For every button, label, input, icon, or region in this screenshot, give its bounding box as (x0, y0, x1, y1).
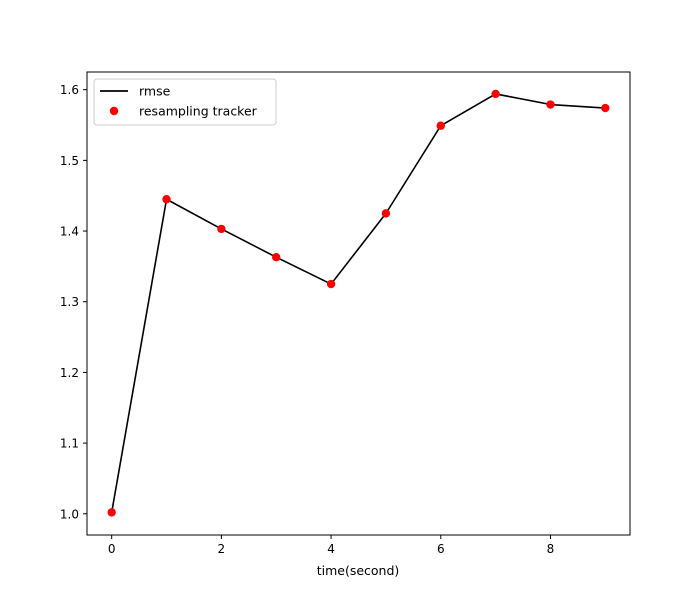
data-point (162, 195, 171, 204)
x-tick-label: 2 (218, 542, 226, 556)
data-point (217, 224, 226, 234)
data-point (546, 100, 555, 109)
x-tick-label: 4 (327, 542, 335, 556)
legend-entry-label: resampling tracker (139, 104, 258, 119)
x-tick-label: 6 (437, 542, 445, 556)
x-tick-label: 8 (547, 542, 555, 556)
legend-marker-swatch (109, 106, 119, 116)
data-point (381, 209, 391, 218)
axis-ticks: 0 2 4 6 8 1.0 1.1 1.2 1.3 1.4 1.5 1.6 (60, 83, 554, 556)
y-tick-label: 1.0 (60, 507, 79, 521)
x-axis-label: time(second) (317, 563, 400, 578)
y-tick-label: 1.4 (60, 225, 79, 239)
data-point (436, 121, 445, 130)
legend-entry-label: rmse (139, 84, 171, 99)
data-point (326, 279, 336, 289)
y-tick-label: 1.3 (60, 295, 79, 309)
legend-box (93, 78, 277, 126)
plot-area (86, 71, 631, 536)
legend: rmse resampling tracker (93, 78, 277, 126)
data-point (107, 508, 116, 517)
data-point (491, 89, 500, 99)
series-layer (107, 89, 610, 517)
axes-frame (86, 71, 631, 536)
y-tick-label: 1.1 (60, 437, 79, 451)
data-point (601, 103, 610, 113)
y-tick-label: 1.5 (60, 154, 79, 168)
series-line-rmse (110, 93, 606, 513)
y-tick-label: 1.6 (60, 83, 79, 97)
data-point (272, 253, 281, 262)
x-tick-label: 0 (108, 542, 116, 556)
y-tick-label: 1.2 (60, 366, 79, 380)
